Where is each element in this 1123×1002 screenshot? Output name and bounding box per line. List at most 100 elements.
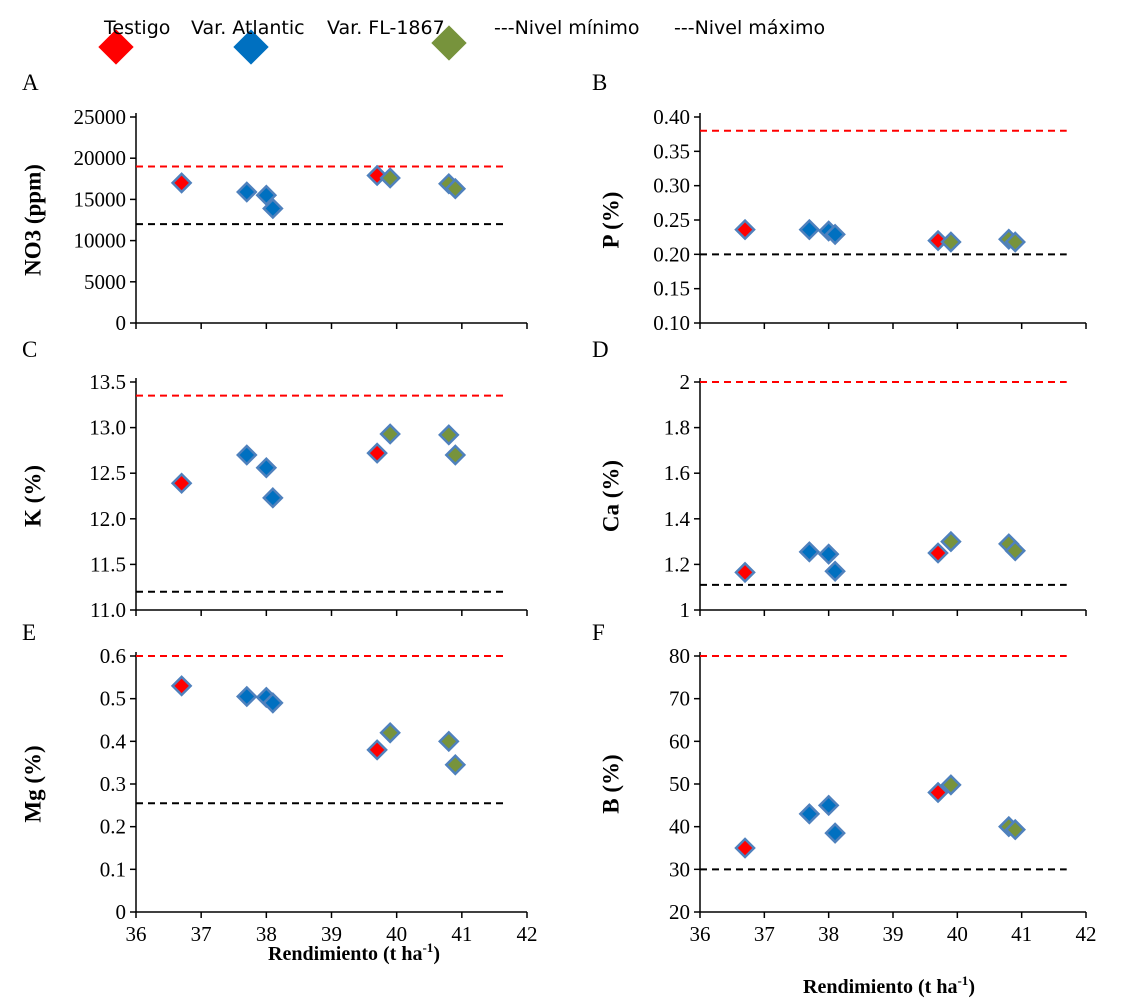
panel-letter-f: F — [592, 620, 605, 645]
point-a-fl1867-2 — [444, 177, 467, 200]
panel-c: C K (%) 11.0 11.5 12.0 12.5 13.0 13.5 — [20, 337, 528, 622]
legend-label-testigo: Testigo — [103, 17, 170, 39]
y-tick-label-c-2: 12.0 — [89, 507, 126, 531]
x-tick-label-f-3: 39 — [883, 922, 904, 946]
point-f-testigo-0 — [734, 837, 756, 859]
point-a-testigo-0 — [170, 172, 193, 194]
y-tick-label-b-4: 0.30 — [653, 174, 690, 198]
x-tick-label-f-1: 37 — [754, 922, 775, 946]
point-e-atlantic-2 — [262, 692, 284, 714]
point-f-testigo-1 — [927, 781, 949, 804]
y-axis-label-b: P (%) — [598, 192, 623, 249]
panels: A NO3 (ppm) 0 5000 10000 15000 20000 25000 B P (%… — [20, 70, 1096, 946]
x-tick-label-f-2: 38 — [818, 922, 839, 946]
point-e-atlantic-0 — [236, 685, 258, 708]
x-axis-label-right: Rendimiento (t ha-1) — [803, 973, 975, 998]
point-b-atlantic-2 — [824, 223, 846, 246]
y-tick-label-a-4: 20000 — [74, 146, 127, 170]
legend-label-min: ---Nivel mínimo — [494, 17, 640, 39]
panel-a: A NO3 (ppm) 0 5000 10000 15000 20000 25000 — [20, 70, 528, 335]
point-f-atlantic-0 — [798, 803, 821, 825]
point-d-atlantic-1 — [817, 543, 840, 565]
y-tick-label-b-6: 0.40 — [653, 105, 690, 129]
point-e-fl1867-2 — [444, 754, 467, 776]
x-tick-label-f-6: 42 — [1076, 922, 1097, 946]
y-tick-label-a-1: 5000 — [84, 270, 126, 294]
point-c-atlantic-0 — [236, 444, 258, 466]
y-axis-label-c: K (%) — [20, 465, 45, 527]
point-f-atlantic-1 — [817, 794, 840, 817]
point-d-testigo-0 — [734, 561, 756, 584]
y-tick-label-d-1: 1.2 — [664, 552, 690, 576]
point-c-atlantic-1 — [255, 456, 278, 479]
y-tick-label-b-0: 0.10 — [653, 311, 690, 335]
point-b-fl1867-0 — [940, 231, 962, 253]
point-c-fl1867-1 — [438, 424, 460, 446]
x-tick-label-e-3: 39 — [321, 922, 342, 946]
y-tick-label-e-6: 0.6 — [100, 644, 126, 668]
y-tick-label-e-2: 0.2 — [100, 815, 126, 839]
y-tick-label-c-1: 11.5 — [90, 552, 126, 576]
y-tick-label-a-2: 10000 — [74, 229, 127, 253]
point-c-testigo-0 — [170, 472, 193, 494]
y-tick-label-f-3: 50 — [669, 772, 690, 796]
panel-b: B P (%) 0.10 0.15 0.20 0.25 0.30 0.35 0.40 — [592, 70, 1087, 335]
legend-marker-atlantic — [233, 29, 269, 65]
point-e-testigo-0 — [170, 675, 193, 697]
x-axis-label-left-main: Rendimiento (t ha — [268, 943, 422, 965]
y-axis-label-e: Mg (%) — [20, 745, 45, 822]
x-tick-label-e-2: 38 — [256, 922, 277, 946]
point-c-fl1867-2 — [444, 444, 467, 466]
y-tick-label-d-4: 1.8 — [664, 416, 690, 440]
point-a-fl1867-0 — [379, 167, 401, 189]
panel-letter-a: A — [22, 70, 39, 95]
y-tick-label-f-6: 80 — [669, 644, 690, 668]
point-f-fl1867-0 — [940, 774, 962, 796]
y-axis-label-d: Ca (%) — [598, 460, 623, 532]
point-d-testigo-1 — [927, 542, 949, 564]
point-e-fl1867-1 — [438, 730, 460, 753]
x-tick-label-f-5: 41 — [1011, 922, 1032, 946]
point-b-testigo-0 — [734, 218, 756, 241]
panel-e: E Mg (%) 0 0.1 0.2 0.3 0.4 0.5 0.6 36 37 38 39 40 41 42 — [20, 620, 537, 946]
y-tick-label-d-3: 1.6 — [664, 461, 690, 485]
legend-label-max: ---Nivel máximo — [674, 17, 825, 39]
y-tick-label-f-0: 20 — [669, 900, 690, 924]
x-axis-label-right-close: ) — [968, 976, 975, 998]
y-tick-label-f-5: 70 — [669, 687, 690, 711]
y-axis-label-f: B (%) — [598, 754, 623, 813]
y-tick-label-f-1: 30 — [669, 857, 690, 881]
y-tick-label-e-4: 0.4 — [100, 729, 127, 753]
y-tick-label-b-3: 0.25 — [653, 208, 690, 232]
x-axis-label-right-main: Rendimiento (t ha — [803, 976, 957, 998]
x-axis-label-right-sup: -1 — [957, 973, 968, 988]
point-d-atlantic-2 — [824, 560, 846, 583]
y-tick-label-a-5: 25000 — [74, 105, 127, 129]
point-a-atlantic-0 — [236, 181, 258, 203]
legend-marker-fl1867 — [431, 25, 467, 61]
panel-letter-c: C — [22, 337, 37, 362]
x-axis-label-left-sup: -1 — [422, 940, 433, 955]
y-tick-label-b-2: 0.20 — [653, 242, 690, 266]
legend-label-atlantic: Var. Atlantic — [191, 17, 305, 39]
panel-d: D Ca (%) 1 1.2 1.4 1.6 1.8 2 — [592, 337, 1087, 622]
x-tick-label-e-0: 36 — [126, 922, 147, 946]
y-tick-label-d-0: 1 — [680, 598, 691, 622]
point-e-fl1867-0 — [379, 722, 401, 744]
y-tick-label-a-3: 15000 — [74, 187, 127, 211]
y-tick-label-b-1: 0.15 — [653, 277, 690, 301]
point-e-testigo-1 — [366, 739, 388, 761]
x-tick-label-e-6: 42 — [517, 922, 538, 946]
panel-letter-e: E — [22, 620, 36, 645]
y-tick-label-e-0: 0 — [116, 900, 127, 924]
panel-f: F B (%) 20 30 40 50 60 70 80 36 37 38 39 40 41 42 — [592, 620, 1097, 946]
x-tick-label-e-5: 41 — [451, 922, 472, 946]
legend: Testigo Var. Atlantic Var. FL-1867 ---Ni… — [98, 17, 825, 65]
y-tick-label-c-5: 13.5 — [89, 370, 126, 394]
panel-letter-b: B — [592, 70, 607, 95]
point-d-fl1867-2 — [1004, 539, 1027, 562]
y-tick-label-c-0: 11.0 — [90, 598, 126, 622]
point-d-fl1867-0 — [940, 530, 962, 553]
legend-marker-testigo — [98, 29, 134, 65]
